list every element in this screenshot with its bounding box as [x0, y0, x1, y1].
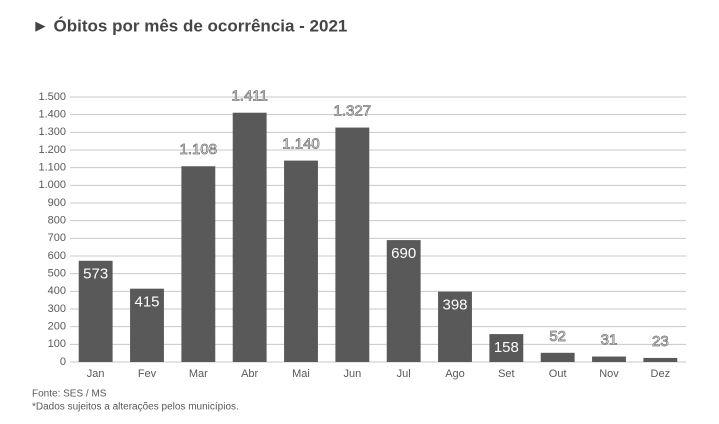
bar — [232, 112, 267, 363]
bar — [130, 288, 164, 362]
bar — [592, 356, 626, 362]
note: *Dados sujeitos a alterações pelos munic… — [32, 402, 239, 413]
value-label: 31 — [601, 331, 618, 348]
bar — [181, 166, 216, 362]
y-tick-label: 1.300 — [38, 126, 66, 138]
value-label: 398 — [442, 297, 467, 314]
bar — [335, 127, 370, 363]
value-label: 1.140 — [282, 136, 320, 153]
x-tick-label: Jan — [87, 368, 105, 380]
x-tick-label: Set — [498, 368, 515, 380]
y-tick-label: 700 — [48, 232, 66, 244]
y-tick-label: 800 — [48, 215, 66, 227]
y-tick-label: 1.400 — [38, 109, 66, 121]
x-tick-label: Abr — [241, 368, 258, 380]
y-tick-label: 1.200 — [38, 144, 66, 156]
x-tick-label: Dez — [651, 368, 671, 380]
x-tick-label: Nov — [599, 368, 619, 380]
y-tick-label: 1.100 — [38, 162, 66, 174]
y-tick-label: 100 — [48, 338, 66, 350]
value-label: 1.327 — [334, 103, 372, 120]
x-tick-label: Out — [549, 368, 567, 380]
value-label: 690 — [391, 245, 416, 262]
value-label: 158 — [494, 339, 519, 356]
y-tick-label: 500 — [48, 268, 66, 280]
bar — [386, 240, 421, 362]
bar — [284, 160, 318, 362]
y-tick-label: 1.000 — [38, 179, 66, 191]
y-tick-label: 900 — [48, 197, 66, 209]
chart-title: ► Óbitos por mês de ocorrência - 2021 — [32, 16, 347, 35]
bar — [78, 260, 113, 362]
value-label: 1.108 — [180, 141, 218, 158]
x-tick-label: Mai — [292, 368, 310, 380]
source: Fonte: SES / MS — [32, 389, 107, 400]
x-tick-label: Jun — [343, 368, 361, 380]
bar — [540, 352, 575, 362]
bar — [643, 357, 678, 362]
x-tick-label: Ago — [445, 368, 465, 380]
bar — [438, 291, 472, 362]
x-tick-label: Jul — [397, 368, 411, 380]
y-tick-label: 400 — [48, 285, 66, 297]
y-tick-label: 600 — [48, 250, 66, 262]
value-label: 415 — [134, 294, 159, 311]
y-tick-label: 1.500 — [38, 91, 66, 103]
y-tick-label: 200 — [48, 321, 66, 333]
y-tick-label: 300 — [48, 303, 66, 315]
value-label: 573 — [83, 266, 108, 283]
y-tick-label: 0 — [60, 356, 66, 368]
x-tick-label: Fev — [138, 368, 157, 380]
x-tick-label: Mar — [189, 368, 208, 380]
value-label: 1.411 — [231, 88, 267, 105]
value-label: 52 — [549, 328, 566, 345]
bar — [489, 334, 524, 362]
value-label: 23 — [652, 333, 669, 350]
